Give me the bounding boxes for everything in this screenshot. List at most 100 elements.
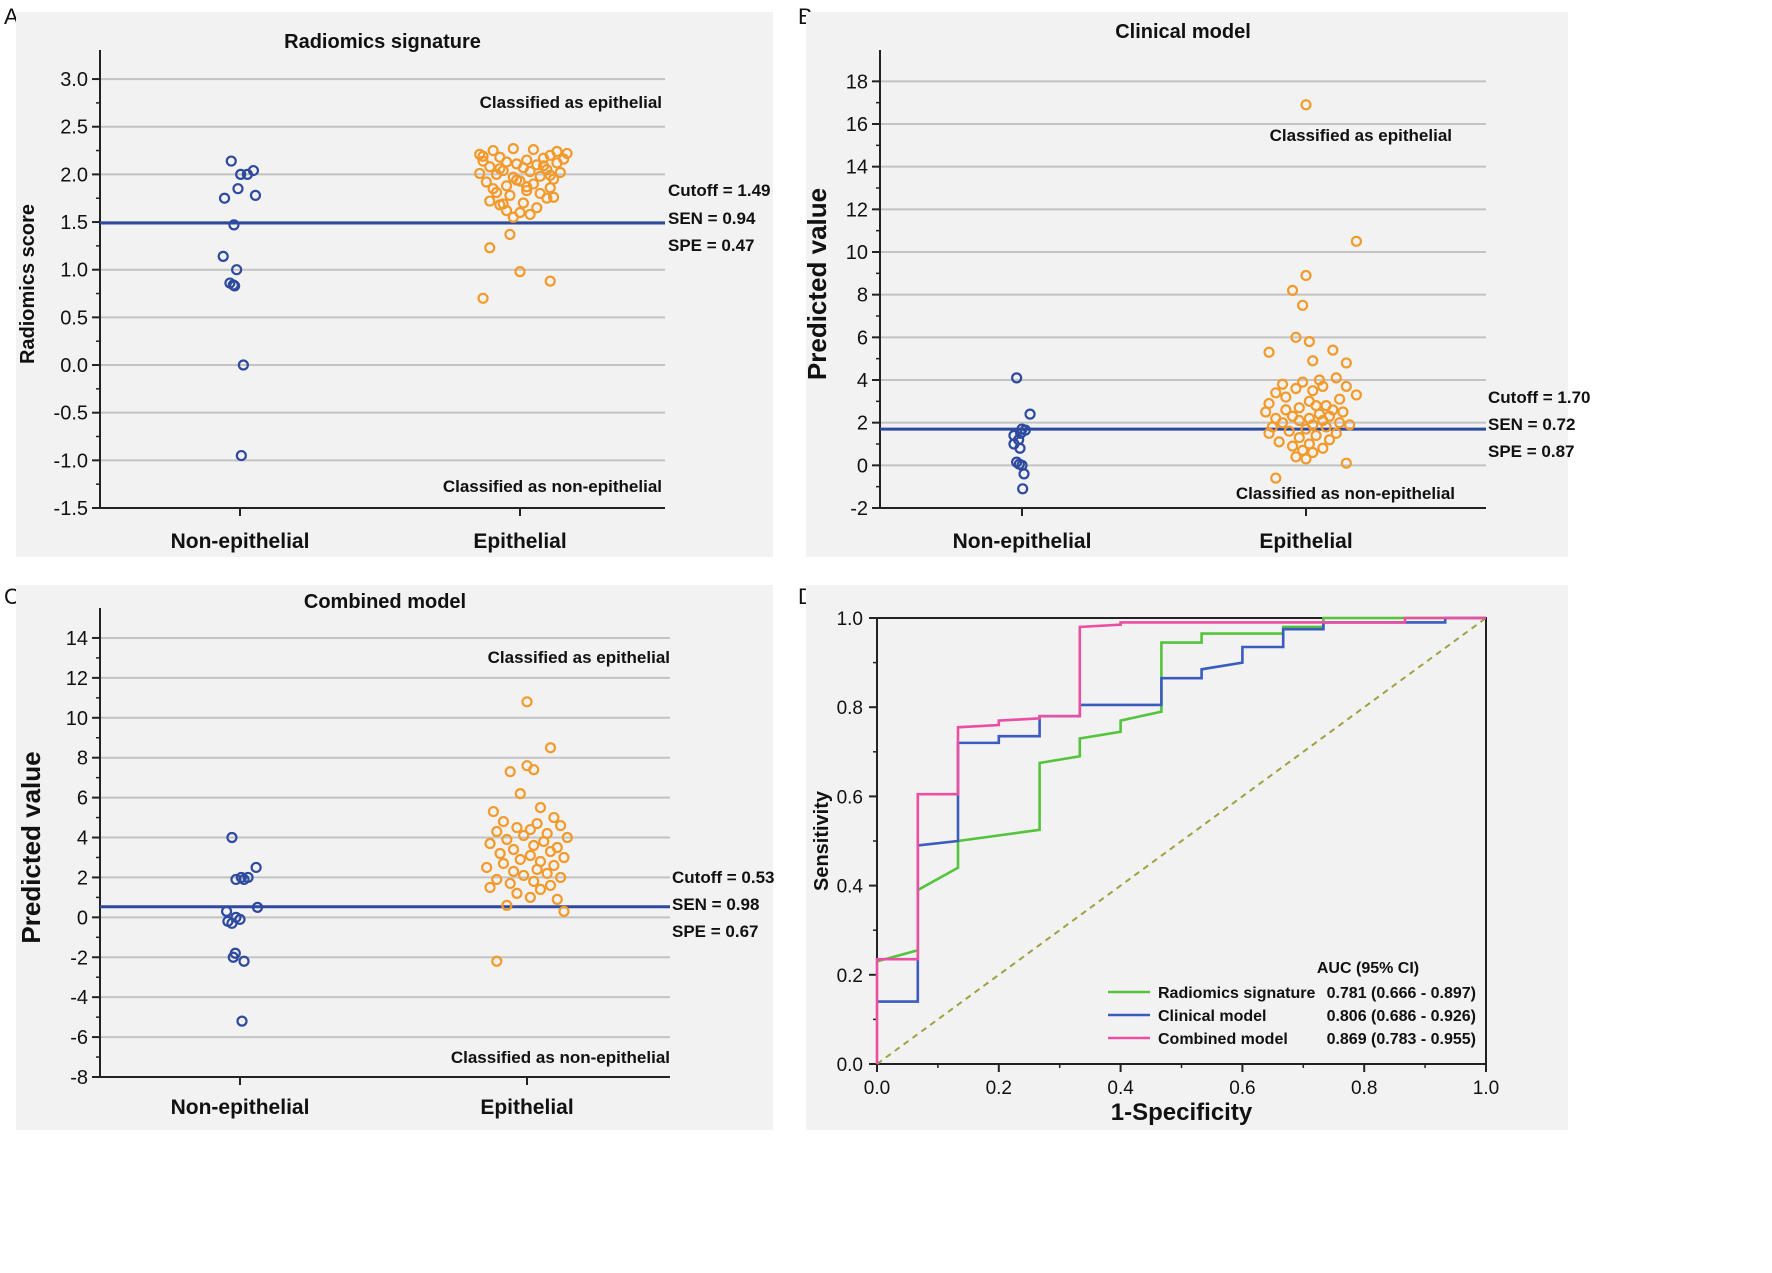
epithelial-point [534, 170, 546, 182]
epithelial-point [477, 292, 489, 304]
non-epithelial-point [250, 861, 262, 874]
legend-label: Radiomics signature [1158, 985, 1315, 1002]
epithelial-point [554, 871, 567, 884]
epithelial-point [484, 161, 496, 173]
x-tick-label: 0.0 [864, 1078, 890, 1099]
legend-label: Clinical model [1158, 1008, 1266, 1025]
y-tick-label: -6 [70, 1027, 88, 1049]
epithelial-point [1263, 346, 1275, 358]
epithelial-point [544, 182, 556, 194]
y-tick-label: -2 [850, 498, 868, 520]
y-tick-label: 10 [846, 242, 868, 264]
legend-auc: 0.806 (0.686 - 0.926) [1327, 1008, 1476, 1025]
epithelial-point [511, 887, 523, 900]
epithelial-point [544, 169, 556, 181]
epithelial-point [491, 825, 503, 838]
epithelial-point [554, 819, 567, 832]
epithelial-point [1270, 472, 1282, 484]
epithelial-point [491, 873, 503, 886]
epithelial-point [507, 143, 519, 155]
epithelial-point [484, 195, 496, 207]
epithelial-point [528, 875, 540, 888]
epithelial-point [1300, 269, 1312, 282]
epithelial-point [538, 835, 550, 848]
x-tick-label: 0.8 [1351, 1078, 1377, 1099]
epithelial-point [1276, 378, 1289, 390]
epithelial-point [1273, 436, 1285, 448]
epithelial-point [490, 186, 503, 199]
y-axis-label: Sensitivity [811, 790, 833, 891]
epithelial-point [484, 242, 496, 254]
non-epithelial-point [238, 873, 250, 886]
epithelial-point [518, 869, 530, 882]
x-tick-label: Epithelial [1259, 530, 1352, 553]
non-epithelial-point [238, 955, 250, 967]
epithelial-point [1276, 417, 1289, 429]
epithelial-point [500, 180, 513, 192]
panel-letter-c: C [4, 584, 20, 609]
legend-auc: 0.869 (0.783 - 0.955) [1327, 1031, 1476, 1048]
epithelial-point [501, 899, 513, 911]
x-tick-label: Non-epithelial [171, 1096, 310, 1119]
epithelial-point [507, 843, 520, 856]
epithelial-point [528, 764, 540, 776]
epithelial-point [1350, 235, 1363, 247]
epithelial-point [537, 152, 550, 164]
epithelial-point [487, 805, 499, 818]
y-tick-label: 0.5 [60, 307, 88, 329]
epithelial-point [537, 160, 550, 172]
epithelial-point [1286, 284, 1299, 296]
epithelial-point [497, 857, 510, 870]
epithelial-point [524, 208, 536, 221]
epithelial-point [1293, 414, 1305, 427]
non-epithelial-point [235, 449, 247, 462]
epithelial-point [547, 191, 560, 203]
epithelial-point [534, 801, 547, 814]
epithelial-point [1344, 419, 1356, 431]
y-tick-label: 8 [857, 285, 868, 307]
reference-diagonal [876, 617, 1487, 1065]
epithelial-point [1293, 402, 1305, 414]
epithelial-point [524, 165, 536, 178]
epithelial-point [1263, 427, 1275, 439]
epithelial-point [487, 144, 499, 157]
epithelial-point [534, 883, 547, 896]
y-tick-label: 8 [77, 748, 88, 770]
epithelial-point [524, 823, 536, 836]
y-axis-label: Predicted value [802, 188, 832, 380]
cutoff-label: Cutoff = 1.49 [668, 181, 771, 200]
epithelial-point [524, 891, 536, 903]
epithelial-point [1317, 442, 1329, 454]
panel-d-background [806, 585, 1568, 1130]
epithelial-point [554, 166, 566, 179]
epithelial-point [514, 206, 526, 219]
epithelial-point [514, 788, 526, 800]
epithelial-point [1310, 429, 1322, 442]
epithelial-point [477, 150, 489, 162]
upper-region-label: Classified as epithelial [488, 648, 670, 667]
epithelial-point [1340, 380, 1352, 392]
epithelial-point [1333, 417, 1346, 429]
lower-region-label: Classified as non-epithelial [1236, 484, 1455, 503]
y-tick-label: 12 [66, 668, 88, 690]
epithelial-point [511, 821, 523, 834]
non-epithelial-point [1024, 408, 1036, 420]
y-tick-label: -8 [70, 1067, 88, 1089]
panel-a-background [16, 12, 773, 557]
y-tick-label: -1.0 [54, 450, 88, 472]
non-epithelial-point [249, 189, 262, 201]
non-epithelial-point [247, 164, 260, 177]
y-tick-label: 12 [846, 199, 868, 221]
epithelial-point [494, 163, 506, 175]
epithelial-point [528, 839, 540, 852]
y-tick-label: 2.0 [60, 164, 88, 186]
epithelial-point [531, 817, 543, 830]
epithelial-point [1337, 406, 1349, 418]
epithelial-point [501, 833, 513, 846]
epithelial-point [1280, 404, 1292, 416]
epithelial-point [521, 181, 533, 193]
epithelial-point [1283, 425, 1295, 437]
epithelial-point [558, 153, 570, 165]
epithelial-point [1286, 440, 1299, 452]
